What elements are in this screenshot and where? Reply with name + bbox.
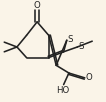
Text: HO: HO bbox=[56, 86, 69, 95]
Text: O: O bbox=[34, 1, 40, 10]
Text: S: S bbox=[68, 35, 73, 44]
Text: O: O bbox=[86, 73, 93, 82]
Text: S: S bbox=[78, 42, 84, 51]
